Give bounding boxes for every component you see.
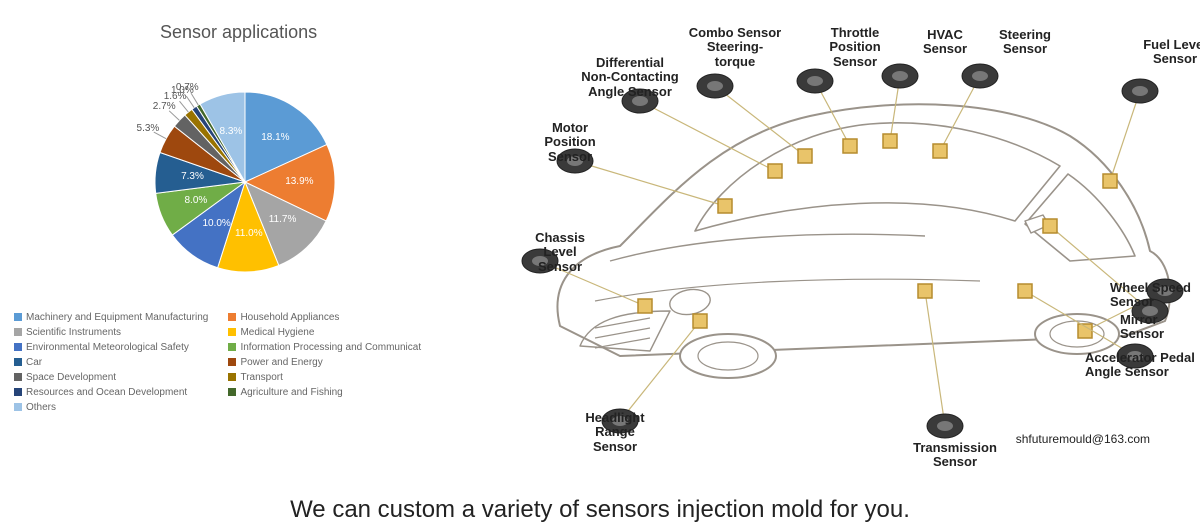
pie-slice-label: 7.3% bbox=[181, 171, 204, 182]
sensor-marker bbox=[918, 284, 932, 298]
sensor-marker bbox=[1018, 284, 1032, 298]
legend-item: Resources and Ocean Development bbox=[14, 387, 224, 398]
legend-item: Transport bbox=[228, 372, 438, 383]
legend-item: Power and Energy bbox=[228, 357, 438, 368]
sensor-label: Mirror Sensor bbox=[1120, 313, 1200, 342]
pie-chart: 18.1% 13.9% 11.7% 11.0% 10.0% 8.0% 7.3% 5.3% 2.7… bbox=[40, 52, 440, 292]
pie-slice-label: 10.0% bbox=[202, 218, 230, 229]
pie-slice-label: 5.3% bbox=[137, 123, 160, 134]
legend-item: Medical Hygiene bbox=[228, 327, 438, 338]
sensor-marker bbox=[638, 299, 652, 313]
pie-slice-label: 11.0% bbox=[235, 228, 263, 239]
legend-swatch bbox=[228, 313, 236, 321]
sensor-marker bbox=[883, 134, 897, 148]
pie-slice-label: 13.9% bbox=[285, 176, 313, 187]
sensor-marker bbox=[843, 139, 857, 153]
sensor-marker bbox=[1043, 219, 1057, 233]
tagline: We can custom a variety of sensors injec… bbox=[0, 496, 1200, 524]
pie-slice-label: 8.0% bbox=[184, 195, 207, 206]
legend-swatch bbox=[14, 373, 22, 381]
legend-item: Information Processing and Communicat bbox=[228, 342, 438, 353]
legend-swatch bbox=[228, 358, 236, 366]
legend-item: Car bbox=[14, 357, 224, 368]
sensor-label: Headlight Range Sensor bbox=[550, 411, 680, 454]
legend-swatch bbox=[228, 388, 236, 396]
legend-swatch bbox=[228, 343, 236, 351]
legend-item: Others bbox=[14, 402, 224, 413]
contact-email: shfuturemould@163.com bbox=[1016, 432, 1150, 446]
pie-slice-label: 2.7% bbox=[153, 101, 176, 112]
legend-item: Environmental Meteorological Safety bbox=[14, 342, 224, 353]
chart-title: Sensor applications bbox=[160, 22, 317, 43]
sensor-label: Combo Sensor Steering- torque bbox=[670, 26, 800, 69]
sensor-label: Wheel Speed Sensor bbox=[1110, 281, 1200, 310]
pie-slice-label: 18.1% bbox=[261, 132, 289, 143]
legend-swatch bbox=[14, 328, 22, 336]
legend-swatch bbox=[14, 343, 22, 351]
legend-item: Agriculture and Fishing bbox=[228, 387, 438, 398]
legend-item: Scientific Instruments bbox=[14, 327, 224, 338]
sensor-marker bbox=[933, 144, 947, 158]
legend-item: Household Appliances bbox=[228, 312, 438, 323]
pie-slice-label: 0.7% bbox=[176, 82, 199, 93]
sensor-label: Steering Sensor bbox=[960, 28, 1090, 57]
legend-item: Space Development bbox=[14, 372, 224, 383]
sensor-marker bbox=[693, 314, 707, 328]
chart-legend: Machinery and Equipment Manufacturing Sci… bbox=[14, 308, 454, 417]
legend-swatch bbox=[14, 358, 22, 366]
sensor-marker bbox=[718, 199, 732, 213]
sensor-label: Accelerator Pedal Angle Sensor bbox=[1085, 351, 1200, 380]
legend-item: Machinery and Equipment Manufacturing bbox=[14, 312, 224, 323]
legend-swatch bbox=[228, 373, 236, 381]
pie-slice-label: 11.7% bbox=[269, 214, 297, 225]
legend-swatch bbox=[14, 403, 22, 411]
sensor-label: Chassis Level Sensor bbox=[495, 231, 625, 274]
sensor-label: Motor Position Sensor bbox=[505, 121, 635, 164]
legend-swatch bbox=[228, 328, 236, 336]
sensor-label: Fuel Level Sensor bbox=[1110, 38, 1200, 67]
sensor-label: Transmission Sensor bbox=[890, 441, 1020, 470]
sensor-marker bbox=[1103, 174, 1117, 188]
car-sensor-diagram: Differential Non-Contacting Angle Sensor… bbox=[470, 6, 1190, 476]
sensor-marker bbox=[798, 149, 812, 163]
legend-swatch bbox=[14, 388, 22, 396]
legend-swatch bbox=[14, 313, 22, 321]
pie-slice-label: 8.3% bbox=[219, 126, 242, 137]
sensor-marker bbox=[768, 164, 782, 178]
